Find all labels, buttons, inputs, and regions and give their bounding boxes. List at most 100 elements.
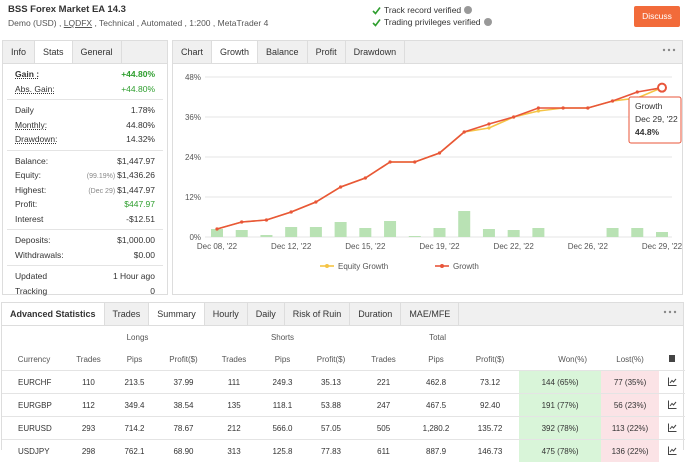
- table-tab[interactable]: Daily: [248, 303, 285, 325]
- stats-label: Abs. Gain:: [15, 82, 55, 97]
- stats-row: Monthly:44.80%: [7, 118, 163, 133]
- series-point: [487, 122, 490, 125]
- table-cell: 313: [209, 440, 259, 462]
- stats-tab[interactable]: Info: [3, 41, 35, 63]
- table-cell: 249.3: [259, 371, 306, 394]
- copy-icon[interactable]: [668, 354, 677, 363]
- stats-value: $1,000.00: [117, 235, 155, 245]
- chart-tab[interactable]: Chart: [173, 41, 212, 63]
- chart-tab[interactable]: Profit: [308, 41, 346, 63]
- info-icon: [484, 18, 492, 26]
- table-cell: 111: [209, 371, 259, 394]
- cell: [2, 326, 66, 348]
- series-point: [512, 115, 515, 118]
- table-tab[interactable]: Summary: [149, 303, 205, 325]
- chart-icon[interactable]: [668, 400, 677, 409]
- table-cell: 135: [209, 394, 259, 417]
- table-cell: 73.12: [461, 371, 519, 394]
- series-point: [487, 126, 490, 129]
- stats-value: $1,436.26: [117, 170, 155, 180]
- group-label: Longs: [66, 326, 209, 348]
- y-tick-label: 24%: [185, 153, 201, 162]
- icon-cell: [659, 394, 685, 417]
- table-tab[interactable]: Advanced Statistics: [2, 303, 105, 325]
- page: BSS Forex Market EA 14.3 Demo (USD) , LQ…: [0, 0, 685, 450]
- table-tab[interactable]: Hourly: [205, 303, 248, 325]
- check-icon: [372, 18, 381, 27]
- stats-row: Interest-$12.51: [7, 212, 163, 227]
- stats-tab[interactable]: General: [73, 41, 122, 63]
- legend-dot: [325, 264, 329, 268]
- column-label: Pips: [111, 348, 158, 371]
- table-tab[interactable]: Risk of Ruin: [285, 303, 351, 325]
- column-label: Lost(%): [601, 348, 659, 371]
- column-label: Profit($): [158, 348, 209, 371]
- chart-icon[interactable]: [668, 446, 677, 455]
- column-label: Currency: [2, 348, 66, 371]
- menu-icon[interactable]: [663, 309, 677, 315]
- table-cell: 146.73: [461, 440, 519, 462]
- stats-value: +44.80%: [121, 84, 155, 94]
- stats-value-box: -$12.51: [126, 212, 155, 227]
- chart-icon[interactable]: [668, 423, 677, 432]
- stats-label: Daily: [15, 103, 34, 118]
- stats-value: 1 Hour ago: [113, 271, 155, 281]
- menu-icon[interactable]: [662, 47, 676, 53]
- chart-tab[interactable]: Drawdown: [346, 41, 406, 63]
- verified-item: Track record verified: [372, 4, 492, 16]
- series-point: [537, 109, 540, 112]
- bar: [483, 229, 495, 237]
- stats-value: -$12.51: [126, 214, 155, 224]
- series-point: [265, 218, 268, 221]
- stats-value-box: $0.00: [134, 248, 155, 263]
- table-cell: 213.5: [111, 371, 158, 394]
- table-cell: 1,280.2: [411, 417, 461, 440]
- chart-icon[interactable]: [668, 377, 677, 386]
- stats-value-box: $447.97: [124, 197, 155, 212]
- stats-label: Profit:: [15, 197, 37, 212]
- stats-value-box: 14.32%: [126, 132, 155, 147]
- table-tab[interactable]: MAE/MFE: [401, 303, 459, 325]
- series-point: [611, 99, 614, 102]
- table-cell: 221: [356, 371, 411, 394]
- bar: [508, 230, 520, 237]
- x-tick-label: Dec 08, '22: [197, 242, 238, 251]
- table-cell: 349.4: [111, 394, 158, 417]
- table-cell: 475 (78%): [519, 440, 601, 462]
- table-tab[interactable]: Trades: [105, 303, 150, 325]
- table-cell: 144 (65%): [519, 371, 601, 394]
- stats-value: 0: [150, 286, 155, 296]
- account-info: , Technical , Automated , 1:200 , MetaTr…: [92, 18, 268, 28]
- subtitle: Demo (USD) , LQDFX , Technical , Automat…: [8, 18, 268, 28]
- info-circle: [484, 18, 492, 26]
- info-icon: [464, 6, 472, 14]
- chart-tab[interactable]: Growth: [212, 41, 258, 63]
- table-cell: 35.13: [306, 371, 356, 394]
- discuss-button[interactable]: Discuss: [634, 6, 680, 27]
- chart-tab[interactable]: Balance: [258, 41, 308, 63]
- column-label: Pips: [259, 348, 306, 371]
- stats-value-box: 0: [150, 284, 155, 299]
- bar: [409, 236, 421, 237]
- column-label: Pips: [411, 348, 461, 371]
- broker-link[interactable]: LQDFX: [64, 18, 92, 28]
- x-tick-label: Dec 19, '22: [419, 242, 460, 251]
- series-point: [438, 151, 441, 154]
- stats-value-box: 1.78%: [131, 103, 155, 118]
- table-tab[interactable]: Duration: [350, 303, 401, 325]
- table-cell: 887.9: [411, 440, 461, 462]
- stats-label: Tracking: [15, 284, 47, 299]
- bar: [359, 228, 371, 237]
- table-cell: 92.40: [461, 394, 519, 417]
- stats-tab[interactable]: Stats: [35, 41, 73, 63]
- legend-label: Equity Growth: [338, 262, 388, 271]
- series-point: [463, 130, 466, 133]
